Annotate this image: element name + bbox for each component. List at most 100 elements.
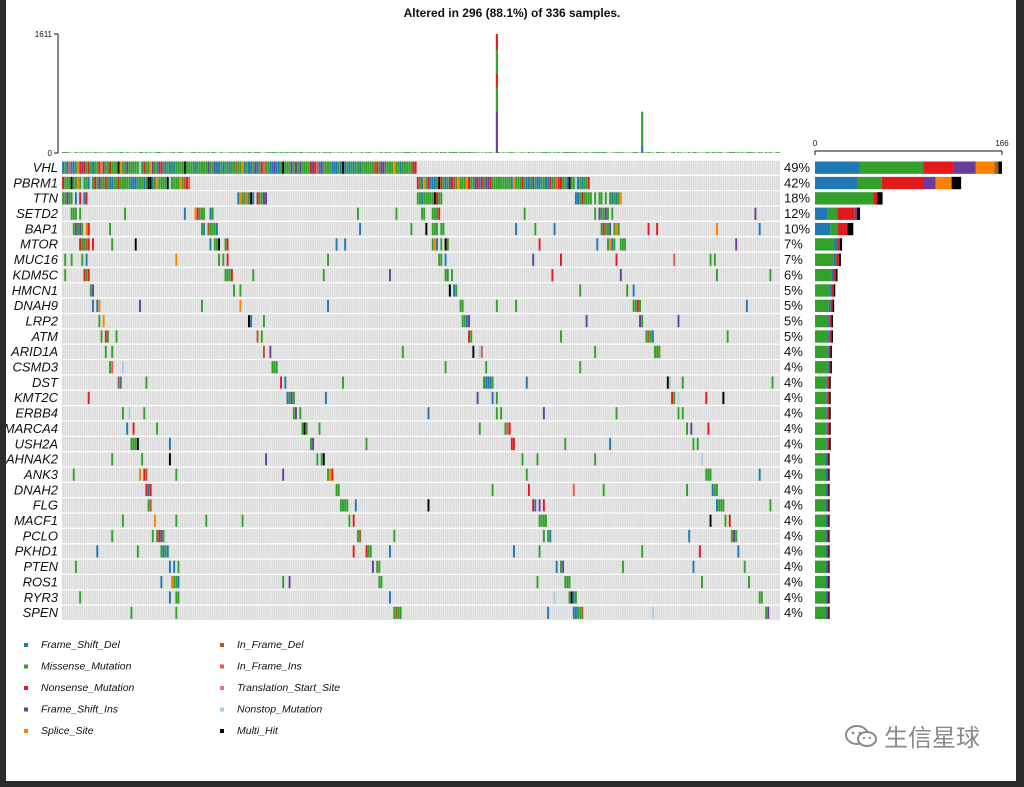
mutation-cell [200, 161, 203, 174]
mutation-cell [109, 223, 112, 236]
mutation-cell [318, 161, 321, 174]
gene-count-bar [815, 330, 828, 343]
right-axis-max: 166 [995, 139, 1009, 148]
mutation-cell [158, 530, 161, 543]
sample-burden-bar [153, 152, 156, 153]
mutation-cell [562, 560, 565, 573]
mutation-cell [354, 499, 357, 512]
sample-burden-bar [468, 151, 470, 153]
mutation-cell [198, 161, 201, 174]
mutation-cell [226, 161, 229, 174]
mutation-cell [156, 530, 159, 543]
mutation-cell [621, 238, 624, 251]
mutation-cell [173, 161, 176, 174]
mutation-cell [79, 192, 82, 205]
legend-swatch [24, 686, 28, 690]
mutation-cell [175, 253, 178, 266]
mutation-cell [235, 161, 238, 174]
mutation-cell [126, 176, 129, 190]
mutation-cell [64, 269, 67, 282]
gene-percent: 5% [784, 313, 803, 328]
mutation-cell [320, 453, 323, 466]
mutation-cell [132, 176, 135, 190]
mutation-cell [269, 345, 272, 358]
mutation-cell [66, 192, 69, 205]
mutation-cell [512, 545, 515, 558]
mutation-cell [83, 161, 86, 174]
sample-burden-bar [307, 152, 310, 153]
mutation-cell [534, 499, 537, 512]
gene-count-bar [828, 345, 831, 359]
mutation-cell [483, 376, 486, 389]
mutation-cell [767, 606, 770, 619]
mutation-cell [384, 161, 387, 174]
mutation-cell [410, 223, 413, 236]
mutation-cell [87, 269, 90, 282]
mutation-cell [215, 161, 218, 174]
mutation-cell [598, 192, 601, 205]
gene-count-bar [827, 575, 829, 589]
gene-count-bar [975, 161, 995, 174]
mutation-cell [117, 176, 120, 190]
mutation-cell [230, 161, 233, 174]
mutation-cell [378, 576, 381, 589]
gene-count-bar [815, 575, 826, 589]
sample-burden-bar [506, 152, 509, 153]
sample-burden-bar [735, 152, 737, 153]
gene-count-bar [827, 499, 829, 512]
sample-burden-bar [145, 151, 148, 153]
sample-burden-bar [429, 151, 432, 153]
mutation-cell [160, 176, 163, 190]
sample-burden-bar [777, 152, 780, 153]
gene-count-bar [834, 238, 838, 251]
mutation-cell [100, 176, 103, 190]
gene-count-bar [923, 176, 936, 190]
sample-burden-bar [732, 151, 735, 153]
legend-swatch [220, 707, 224, 712]
mutation-cell [515, 223, 518, 236]
mutation-cell [162, 545, 165, 558]
mutation-cell [168, 560, 171, 573]
mutation-cell [87, 391, 90, 404]
mutation-cell [647, 223, 650, 236]
mutation-cell [83, 269, 86, 282]
sample-burden-bar [555, 152, 558, 153]
mutation-cell [168, 591, 171, 604]
sample-burden-bar [767, 152, 770, 153]
mutation-cell [243, 192, 246, 205]
mutation-cell [585, 315, 588, 328]
sample-burden-bar [200, 152, 203, 153]
mutation-cell [280, 376, 283, 389]
mutation-cell [491, 376, 494, 389]
sample-burden-bar [726, 152, 729, 153]
gene-count-bar [828, 591, 830, 604]
mutation-cell [585, 176, 588, 190]
mutation-cell [577, 192, 580, 205]
mutation-cell [168, 161, 171, 174]
gene-count-bar [877, 192, 883, 205]
gene-count-bar [815, 192, 874, 205]
sample-burden-bar [243, 152, 246, 153]
gene-count-bar [825, 529, 828, 543]
gene-count-bar [827, 361, 829, 374]
sample-burden-bar [279, 152, 282, 153]
mutation-cell [632, 299, 635, 312]
mutation-cell [252, 161, 255, 174]
gene-count-bar [815, 514, 826, 527]
sample-burden-bar [440, 151, 443, 153]
mutation-cell [542, 176, 545, 190]
sample-burden-bar [62, 152, 64, 153]
mutation-cell [453, 176, 456, 190]
sample-burden-bar [647, 151, 650, 153]
mutation-cell [758, 591, 761, 604]
mutation-cell [491, 391, 494, 404]
mutation-cell [457, 176, 460, 190]
mutation-cell [183, 207, 186, 220]
mutation-cell [636, 299, 639, 312]
gene-count-bar [827, 437, 830, 451]
sample-burden-bar [547, 152, 549, 153]
mutation-cell [258, 161, 261, 174]
mutation-cell [85, 161, 88, 174]
mutation-cell [218, 161, 221, 174]
mutation-cell [256, 192, 259, 205]
